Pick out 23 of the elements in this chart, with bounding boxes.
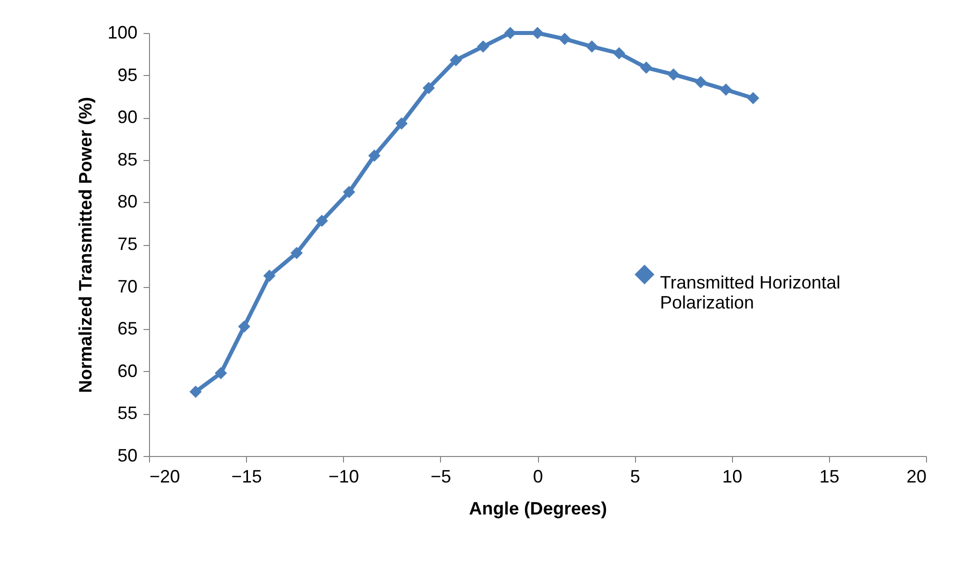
y-tick-label: 65 [117,318,138,339]
x-axis-title: Angle (Degrees) [468,498,608,518]
y-tick-label: 90 [117,107,138,128]
x-tick-label: −20 [150,466,180,486]
legend-label: Transmitted Horizontal Polarization [660,272,840,312]
x-tick-label: 5 [630,466,640,486]
y-tick-label: 50 [117,446,138,466]
y-tick-label: 85 [117,149,138,170]
x-tick-label: 20 [906,466,926,486]
x-tick-label: −5 [430,466,452,486]
x-tick-label: 15 [819,466,840,486]
x-tick-label: 0 [532,466,544,486]
y-tick-label: 70 [117,276,138,296]
y-tick-label: 75 [117,234,138,254]
y-tick-label: 60 [117,360,138,381]
x-tick-label: −10 [328,466,360,486]
y-tick-label: 80 [117,192,138,212]
x-tick-label: 10 [722,466,742,486]
y-tick-label: 100 [107,22,138,42]
y-axis-title: Normalized Transmitted Power (%) [75,96,96,394]
y-tick-label: 95 [117,64,138,85]
y-tick-label: 55 [117,403,138,424]
x-tick-label: −15 [231,466,262,486]
